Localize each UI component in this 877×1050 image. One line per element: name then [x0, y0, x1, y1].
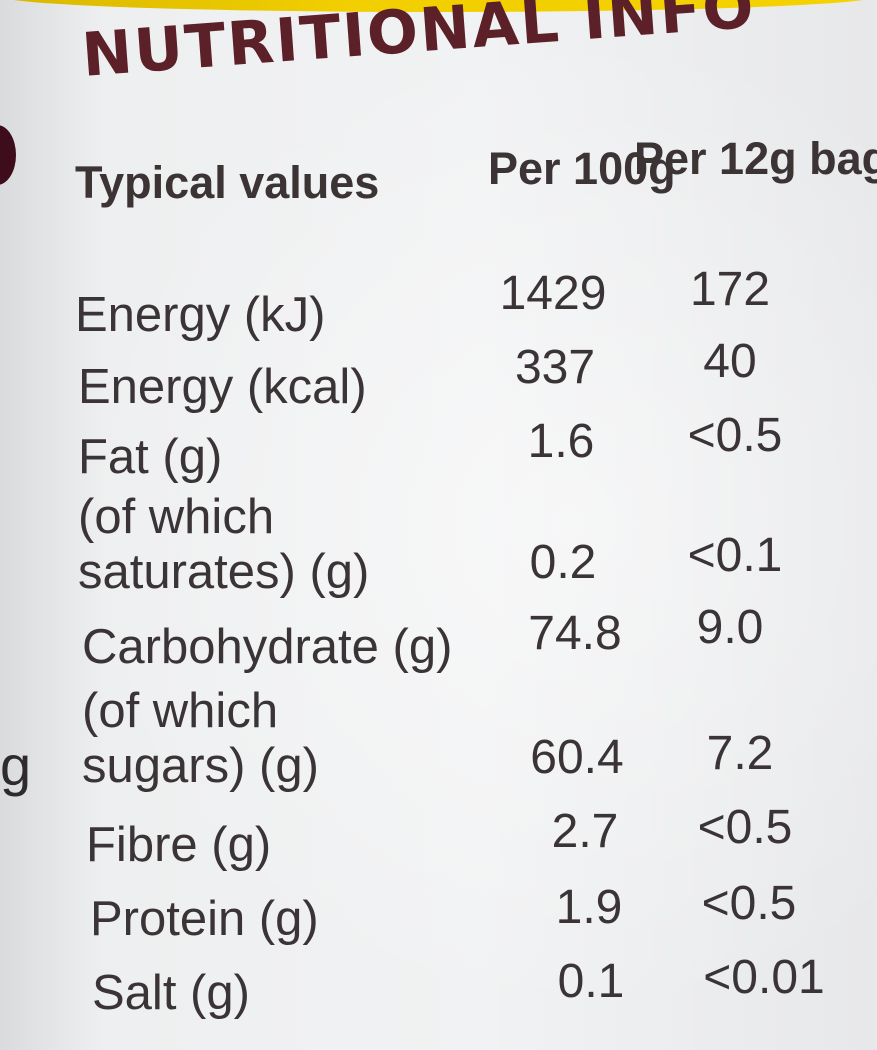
row-carbohydrate-per-100g: 74.8: [528, 607, 622, 660]
row-energy-kcal-per-bag: 40: [703, 335, 757, 388]
row-sugars-per-100g: 60.4: [530, 731, 624, 784]
row-sugars-label: (of which sugars) (g): [82, 684, 319, 793]
row-energy-kcal-per-100g: 337: [514, 341, 596, 394]
row-energy-kj-label: Energy (kJ): [75, 288, 326, 342]
header-per-100g: Per 100g: [488, 143, 676, 194]
row-fat-label: Fat (g): [78, 430, 223, 484]
left-edge-mark: [0, 125, 16, 185]
row-protein-label: Protein (g): [90, 892, 319, 946]
row-energy-kj-per-100g: 1429: [499, 267, 607, 320]
row-carbohydrate-per-bag: 9.0: [696, 601, 764, 654]
row-saturates-per-100g: 0.2: [529, 536, 597, 589]
row-energy-kj-per-bag: 172: [689, 263, 771, 316]
row-saturates-label: (of which saturates) (g): [78, 490, 370, 599]
nutrition-title: NUTRITIONAL INFO: [79, 0, 758, 91]
header-per-bag: Per 12g bag: [634, 133, 877, 184]
left-edge-letter: g: [0, 734, 32, 797]
row-salt-per-100g: 0.1: [557, 955, 625, 1008]
row-carbohydrate-label: Carbohydrate (g): [82, 620, 453, 674]
row-fat-per-bag: <0.5: [687, 409, 783, 462]
row-fat-per-100g: 1.6: [527, 415, 595, 468]
header-typical-values: Typical values: [75, 157, 380, 208]
row-sugars-per-bag: 7.2: [706, 727, 774, 780]
packaging-yellow-band: [0, 0, 877, 12]
row-energy-kcal-label: Energy (kcal): [78, 360, 367, 414]
row-salt-per-bag: <0.01: [703, 951, 825, 1004]
row-saturates-per-bag: <0.1: [687, 529, 783, 582]
row-salt-label: Salt (g): [92, 966, 250, 1020]
row-protein-per-100g: 1.9: [555, 881, 623, 934]
row-fibre-per-100g: 2.7: [551, 805, 619, 858]
row-fibre-per-bag: <0.5: [697, 801, 793, 854]
row-protein-per-bag: <0.5: [701, 877, 797, 930]
row-fibre-label: Fibre (g): [86, 818, 272, 872]
